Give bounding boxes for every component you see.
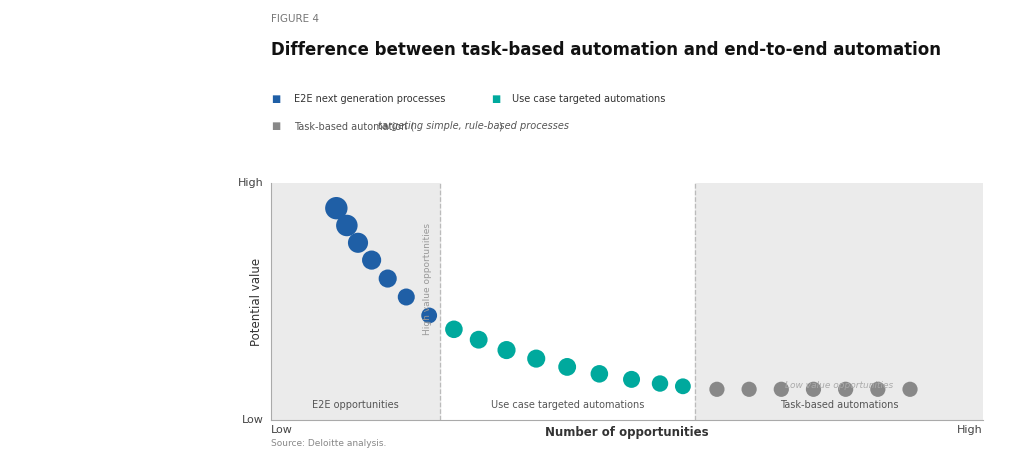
Point	[528, 355, 545, 362]
Point	[675, 383, 691, 390]
Point	[445, 326, 462, 333]
Point	[652, 380, 669, 387]
Point	[559, 363, 575, 371]
Text: High value opportunities: High value opportunities	[423, 223, 432, 335]
Point	[773, 386, 790, 393]
Text: E2E opportunities: E2E opportunities	[312, 400, 399, 410]
Text: ■: ■	[271, 121, 281, 131]
Point	[380, 275, 396, 282]
Text: ■: ■	[271, 94, 281, 104]
Bar	[695, 183, 983, 420]
Point	[328, 205, 344, 212]
Point	[624, 376, 640, 383]
Text: Source: Deloitte analysis.: Source: Deloitte analysis.	[271, 439, 387, 448]
Point	[470, 336, 486, 343]
Text: Use case targeted automations: Use case targeted automations	[512, 94, 666, 104]
Point	[499, 346, 515, 354]
Text: Task-based automations: Task-based automations	[780, 400, 898, 410]
Text: ■: ■	[492, 94, 501, 104]
Point	[398, 293, 415, 301]
Text: Low: Low	[242, 415, 264, 425]
Point	[709, 386, 725, 393]
X-axis label: Number of opportunities: Number of opportunities	[546, 426, 709, 439]
Point	[421, 312, 437, 319]
Point	[902, 386, 919, 393]
Text: ): )	[499, 121, 503, 131]
Text: E2E next generation processes: E2E next generation processes	[294, 94, 445, 104]
Text: Low: Low	[271, 425, 293, 435]
Point	[869, 386, 886, 393]
Text: High: High	[957, 425, 983, 435]
Point	[591, 370, 607, 377]
Point	[350, 239, 367, 246]
Text: targeting simple, rule-based processes: targeting simple, rule-based processes	[378, 121, 569, 131]
Bar	[271, 183, 439, 420]
Text: FIGURE 4: FIGURE 4	[271, 14, 319, 24]
Text: Low value opportunities: Low value opportunities	[785, 382, 893, 390]
Point	[805, 386, 821, 393]
Y-axis label: Potential value: Potential value	[250, 258, 263, 345]
Point	[838, 386, 854, 393]
Text: Difference between task-based automation and end-to-end automation: Difference between task-based automation…	[271, 41, 941, 59]
Point	[741, 386, 758, 393]
Point	[339, 222, 355, 229]
Text: Use case targeted automations: Use case targeted automations	[490, 400, 644, 410]
Text: Task-based automation (: Task-based automation (	[294, 121, 415, 131]
Point	[364, 256, 380, 264]
Text: High: High	[239, 178, 264, 188]
